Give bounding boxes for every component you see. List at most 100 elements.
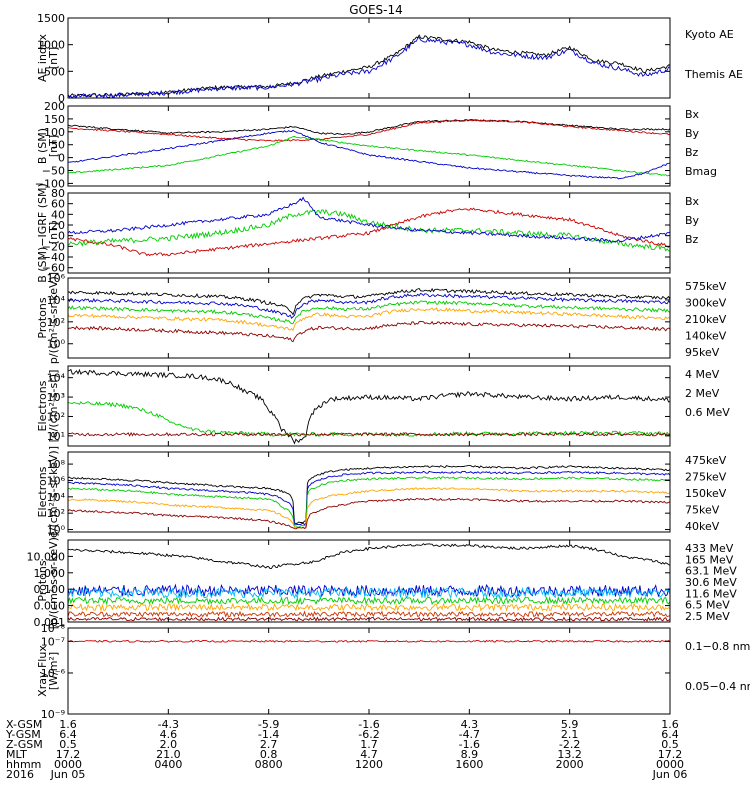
series-line-5-1 <box>67 368 671 445</box>
ephemeris-value: 6.4 <box>59 728 77 741</box>
ephemeris-value: 4.6 <box>160 728 178 741</box>
y-tick-label: 0 <box>58 92 65 105</box>
y-tick-label: 60 <box>51 198 65 211</box>
panel-frame <box>67 192 671 274</box>
series-line-7-2 <box>67 583 671 598</box>
legend-entry: 2 MeV <box>685 387 720 400</box>
legend-entry: Bz <box>685 146 699 159</box>
y-tick-label: −20 <box>42 240 65 253</box>
ephemeris-value: 2.1 <box>561 728 579 741</box>
ephemeris-value: Jun 06 <box>652 768 688 781</box>
series-line-1-2 <box>67 36 671 99</box>
y-tick-label: 10⁴ <box>47 294 66 307</box>
y-axis-label: Protons <box>36 560 49 601</box>
series-line-2-4 <box>67 129 671 180</box>
ephemeris-value: 1.7 <box>360 738 378 751</box>
y-axis-label: [e/(cm²-s-sr)] <box>47 370 60 443</box>
y-axis-label: e/(cm²-s-sr-keV)] <box>47 446 60 538</box>
legend-entry: 11.6 MeV <box>685 587 737 600</box>
series-line-4-1 <box>68 287 671 316</box>
legend-entry: 275keV <box>685 471 727 484</box>
series-line-5-2 <box>67 400 671 438</box>
ephemeris-value: -1.4 <box>258 728 279 741</box>
series-line-7-3 <box>67 586 671 600</box>
legend-entry: 40keV <box>685 520 720 533</box>
ephemeris-value: 0.5 <box>661 738 679 751</box>
ephemeris-value: 21.0 <box>156 748 181 761</box>
y-tick-label: 80 <box>51 187 65 200</box>
ephemeris-value: 1600 <box>455 758 483 771</box>
legend-entry: 6.5 MeV <box>685 599 730 612</box>
legend-entry: 63.1 MeV <box>685 565 737 578</box>
y-tick-label: −60 <box>42 262 65 275</box>
y-tick-label: 0.001 <box>34 616 66 629</box>
ephemeris-value: 17.2 <box>658 748 683 761</box>
y-tick-label: 10⁻⁸ <box>41 622 66 635</box>
legend-entry: 140keV <box>685 330 727 343</box>
legend-entry: 475keV <box>685 454 727 467</box>
panel-7: 10.000 1.000 0.100 0.010 0.001 Protons[p/(cm²… <box>27 533 738 630</box>
legend-entry: 165 MeV <box>685 553 734 566</box>
ephemeris-value: -2.2 <box>559 738 580 751</box>
y-axis-label: [nT] <box>47 47 60 69</box>
y-tick-label: 10⁻⁶ <box>41 667 66 680</box>
y-tick-label: −50 <box>42 165 65 178</box>
legend-entry: 0.6 MeV <box>685 406 730 419</box>
ephemeris-value: -6.2 <box>358 728 379 741</box>
series-line-2-3 <box>67 136 671 177</box>
legend-entry: 150keV <box>685 487 727 500</box>
y-axis-label: Electrons <box>36 466 49 517</box>
ephemeris-value: 8.9 <box>461 748 479 761</box>
ephemeris-value: 0000 <box>54 758 82 771</box>
ephemeris-value: 1200 <box>355 758 383 771</box>
y-axis-label: [p/(cm²-s-sr-keV)] <box>47 533 60 630</box>
y-tick-label: 1000 <box>37 39 65 52</box>
y-axis-label: AE index <box>36 33 49 82</box>
y-tick-label: 40 <box>51 208 65 221</box>
ephemeris-value: 17.2 <box>56 748 81 761</box>
y-tick-label: 10.000 <box>27 550 66 563</box>
y-axis-label: [W/m²] <box>47 652 60 690</box>
series-line-6-5 <box>67 497 671 530</box>
panel-8: 10⁻⁸10⁻⁷ 10⁻⁶ 10⁻⁹ Xray Flux[W/m²] 0.1−0.8 n… <box>36 622 750 721</box>
panel-frame <box>67 451 671 533</box>
y-axis-label: Xray Flux <box>36 645 49 697</box>
series-line-7-4 <box>67 595 671 606</box>
legend-entry: Themis AE <box>684 68 743 81</box>
ephemeris-value: -4.3 <box>158 718 179 731</box>
ephemeris-value: 4.7 <box>360 748 378 761</box>
ephemeris-value: 2000 <box>556 758 584 771</box>
legend-entry: 2.5 MeV <box>685 610 730 623</box>
y-tick-label: 0 <box>58 152 65 165</box>
legend-entry: Kyoto AE <box>685 28 734 41</box>
chart-title: GOES-14 <box>349 3 403 17</box>
y-tick-label: 150 <box>44 113 65 126</box>
ephemeris-row-label: MLT <box>6 748 27 761</box>
series-line-4-4 <box>67 307 671 332</box>
legend-entry: Bz <box>685 233 699 246</box>
series-line-3-1 <box>67 207 671 257</box>
panel-1: 1500 1000 500 0 AE index[nT] Kyoto AE Themis A… <box>36 12 743 105</box>
y-tick-label: 10⁶ <box>47 474 66 487</box>
series-line-4-2 <box>67 292 671 319</box>
ephemeris-value: 2.7 <box>260 738 278 751</box>
ephemeris-row-label: X-GSM <box>6 718 42 731</box>
series-line-7-1 <box>67 543 671 570</box>
y-tick-label: 10⁰ <box>47 338 66 351</box>
legend-entry: 4 MeV <box>685 368 720 381</box>
ephemeris-value: 6.4 <box>661 728 679 741</box>
panel-frame <box>67 277 671 359</box>
ephemeris-value: 2.0 <box>160 738 178 751</box>
ephemeris-value: 0400 <box>154 758 182 771</box>
legend-entry: 210keV <box>685 313 727 326</box>
ephemeris-value: -1.6 <box>459 738 480 751</box>
y-tick-label: 50 <box>51 139 65 152</box>
ephemeris-value: 0000 <box>656 758 684 771</box>
series-line-4-5 <box>67 320 671 343</box>
y-tick-label: 10² <box>47 316 65 329</box>
ephemeris-value: 0.5 <box>59 738 77 751</box>
y-tick-label: 500 <box>44 65 65 78</box>
y-axis-label: [nT] <box>47 222 60 244</box>
y-axis-label: Protons <box>36 297 49 338</box>
